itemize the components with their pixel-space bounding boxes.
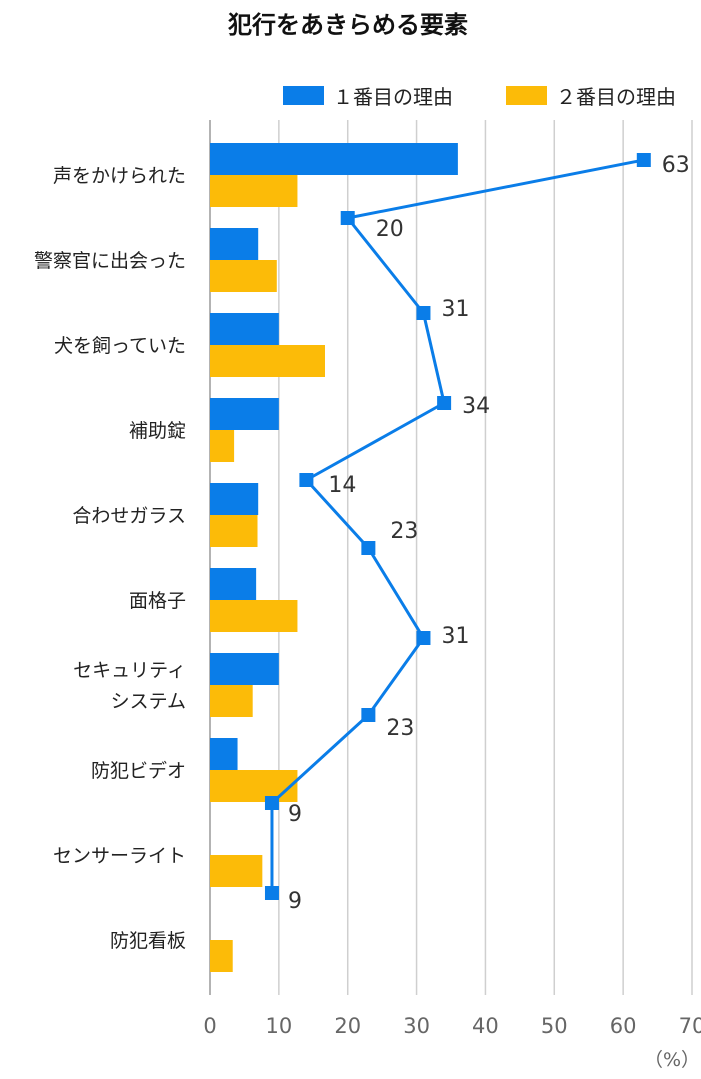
bar-series-2	[210, 345, 325, 377]
bar-series-2	[210, 515, 258, 547]
line-marker	[636, 153, 651, 167]
bar-series-2	[210, 600, 298, 632]
bar-series-2	[210, 770, 298, 802]
bar-series-1	[210, 738, 238, 770]
legend-swatch-series-1	[283, 86, 324, 105]
data-label: 63	[662, 153, 690, 178]
legend-swatch-series-2	[506, 86, 547, 105]
line-marker	[437, 396, 452, 410]
category-label: 合わせガラス	[72, 505, 186, 527]
bar-series-2	[210, 855, 263, 887]
x-tick-label: 60	[610, 1014, 637, 1038]
x-tick-label: 20	[334, 1014, 361, 1038]
bar-series-1	[210, 653, 279, 685]
bar-series-1	[210, 143, 458, 175]
legend-label-series-2: ２番目の理由	[556, 85, 676, 109]
line-marker	[340, 211, 355, 225]
category-label: 面格子	[129, 590, 186, 612]
bar-series-2	[210, 430, 235, 462]
category-label: 補助錠	[129, 420, 186, 442]
unit-label: （%）	[644, 1049, 700, 1071]
data-label: 31	[441, 624, 469, 649]
x-axis-ticks: 0 10 20 30 40 50 60 70	[203, 1014, 701, 1038]
line-marker	[361, 541, 376, 555]
x-tick-label: 0	[203, 1014, 216, 1038]
line-marker	[264, 796, 279, 810]
category-label: セキュリティ	[73, 660, 186, 682]
data-label: 14	[328, 473, 356, 498]
legend-label-series-1: １番目の理由	[333, 85, 453, 109]
bar-series-1	[210, 228, 259, 260]
data-label: 34	[462, 394, 490, 419]
chart-title: 犯行をあきらめる要素	[227, 11, 468, 39]
bar-series-1	[210, 398, 279, 430]
data-label: 23	[386, 716, 414, 741]
bars	[210, 143, 458, 972]
category-label: センサーライト	[53, 845, 186, 867]
line-marker	[264, 886, 279, 900]
data-label: 9	[288, 802, 302, 827]
category-labels: 声をかけられた警察官に出会った犬を飼っていた補助錠合わせガラス面格子セキュリティ…	[34, 165, 186, 952]
category-label: 声をかけられた	[53, 165, 186, 187]
bar-series-1	[210, 313, 279, 345]
x-tick-label: 40	[472, 1014, 499, 1038]
line-marker	[361, 708, 376, 722]
bar-series-2	[210, 685, 253, 717]
bar-series-1	[210, 483, 259, 515]
bar-series-2	[210, 940, 233, 972]
data-label: 20	[376, 217, 404, 242]
legend: １番目の理由 ２番目の理由	[283, 85, 676, 109]
data-label: 31	[441, 297, 469, 322]
category-label: 防犯看板	[110, 930, 186, 952]
category-label: 犬を飼っていた	[54, 335, 186, 357]
line-marker	[416, 631, 431, 645]
bar-series-1	[210, 568, 257, 600]
x-tick-label: 10	[265, 1014, 292, 1038]
x-tick-label: 50	[541, 1014, 568, 1038]
line-path	[270, 158, 645, 893]
data-label: 9	[288, 889, 302, 914]
line-series: 63 20 31 34 14 23 31 23 9 9	[264, 153, 690, 914]
category-label: 防犯ビデオ	[91, 760, 186, 782]
line-marker	[299, 473, 314, 487]
x-tick-label: 70	[679, 1014, 701, 1038]
data-label: 23	[390, 519, 418, 544]
gridlines	[209, 120, 693, 995]
category-label: 警察官に出会った	[34, 250, 186, 272]
line-marker	[416, 306, 431, 320]
bar-series-2	[210, 260, 277, 292]
x-tick-label: 30	[403, 1014, 430, 1038]
category-label: システム	[111, 691, 186, 713]
bar-series-2	[210, 175, 298, 207]
